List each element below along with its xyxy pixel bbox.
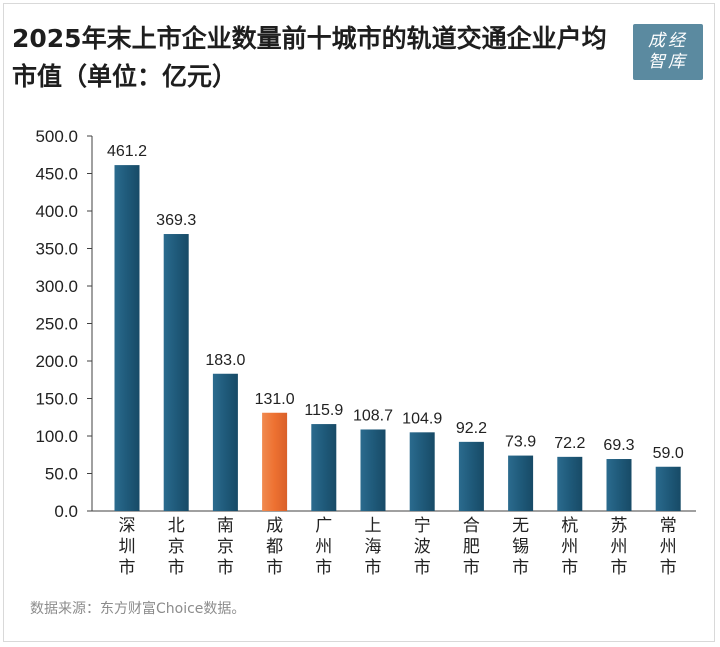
source-note: 数据来源：东方财富Choice数据。 <box>30 601 246 617</box>
value-label: 461.2 <box>107 143 147 160</box>
category-label: 常州市 <box>660 516 677 578</box>
bar <box>508 455 534 511</box>
bar <box>114 165 140 511</box>
bar <box>212 373 238 511</box>
bar <box>655 466 681 511</box>
y-tick-label: 100.0 <box>35 427 78 446</box>
value-label: 131.0 <box>255 391 295 408</box>
category-label: 上海市 <box>365 516 382 578</box>
y-tick-label: 450.0 <box>35 165 78 184</box>
category-label: 杭州市 <box>561 516 578 578</box>
category-label: 广州市 <box>315 516 332 578</box>
value-label: 73.9 <box>505 434 536 451</box>
category-label: 南京市 <box>217 516 234 578</box>
y-tick-label: 400.0 <box>35 202 78 221</box>
y-tick-label: 0.0 <box>54 502 78 521</box>
y-tick-label: 350.0 <box>35 240 78 259</box>
bar <box>458 441 484 511</box>
value-label: 69.3 <box>603 437 634 454</box>
bar <box>606 459 632 511</box>
bar <box>557 456 583 511</box>
category-label: 合肥市 <box>463 516 480 578</box>
value-label: 108.7 <box>353 407 393 424</box>
y-tick-label: 50.0 <box>45 465 78 484</box>
category-label: 成都市 <box>266 516 283 578</box>
bar <box>262 412 288 511</box>
y-tick-label: 250.0 <box>35 315 78 334</box>
bar <box>360 429 386 511</box>
y-tick-label: 500.0 <box>35 127 78 146</box>
bar <box>409 432 435 511</box>
logo-text: 成经智库 <box>648 31 688 72</box>
bar <box>163 234 189 511</box>
chart-title: 2025年末上市企业数量前十城市的轨道交通企业户均市值（单位：亿元） <box>12 24 607 91</box>
bar <box>311 424 337 511</box>
category-label: 苏州市 <box>611 516 628 578</box>
logo: 成经智库 <box>633 24 703 80</box>
category-label: 无锡市 <box>512 516 529 578</box>
value-label: 92.2 <box>456 420 487 437</box>
category-label: 宁波市 <box>414 516 431 578</box>
bar-chart: 0.0 50.0 100.0 150.0 200.0 250.0 300.0 350.0 400… <box>35 127 696 578</box>
value-label: 115.9 <box>304 402 343 419</box>
value-label: 183.0 <box>205 352 245 369</box>
value-label: 369.3 <box>156 212 196 229</box>
category-label: 北京市 <box>168 516 185 578</box>
value-label: 104.9 <box>402 410 442 427</box>
category-label: 深圳市 <box>119 516 136 578</box>
y-tick-label: 300.0 <box>35 277 78 296</box>
y-tick-label: 150.0 <box>35 390 78 409</box>
y-tick-label: 200.0 <box>35 352 78 371</box>
value-label: 59.0 <box>653 445 684 462</box>
value-label: 72.2 <box>554 435 585 452</box>
